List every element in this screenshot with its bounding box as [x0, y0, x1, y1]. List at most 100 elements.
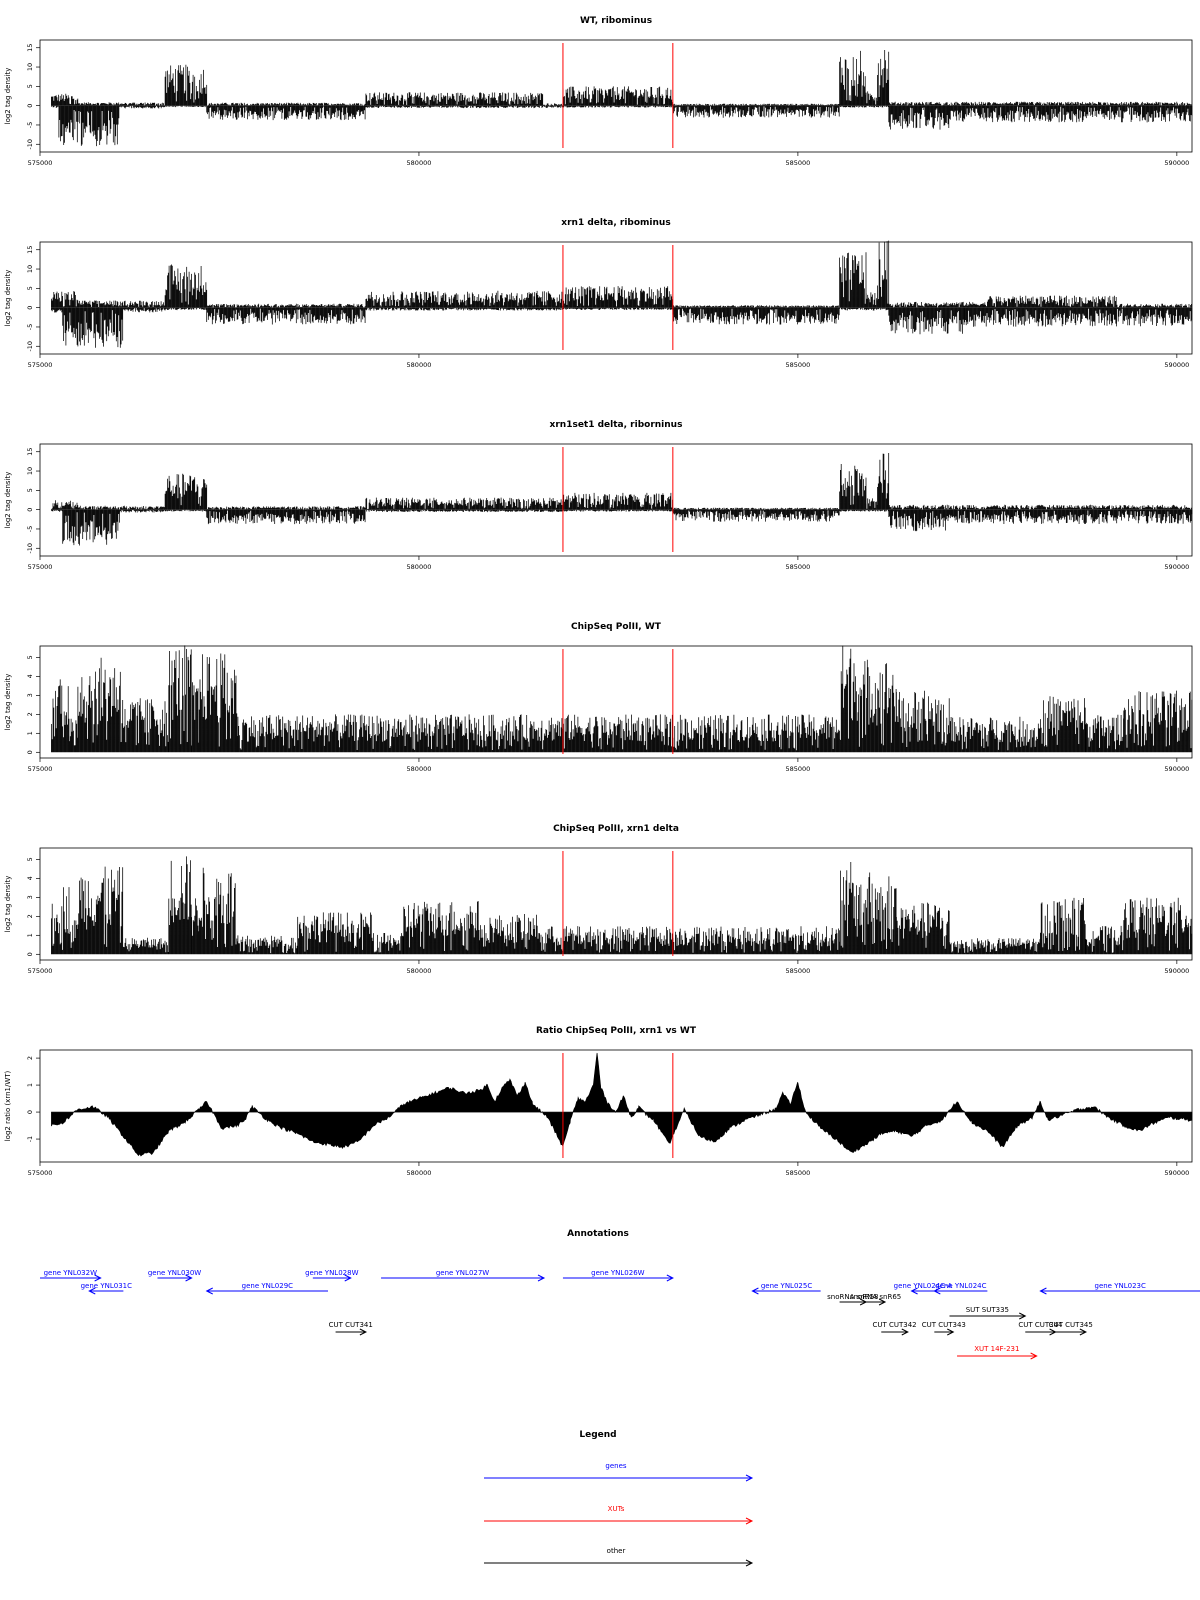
y-tick-label: 5 [26, 84, 34, 88]
y-tick-label: 10 [26, 265, 34, 273]
y-axis-label: log2 tag density [4, 674, 12, 731]
y-axis-label: log2 tag density [4, 876, 12, 933]
feature-label: snoRNA snR58 [827, 1293, 878, 1301]
panel-title: Ratio ChipSeq PolII, xrn1 vs WT [536, 1026, 697, 1036]
feature-arrowhead [1030, 1352, 1038, 1360]
x-tick-label: 580000 [407, 361, 432, 369]
x-tick-label: 575000 [28, 159, 53, 167]
feature-label: gene YNL024C-A [894, 1282, 953, 1290]
legend-item-arrowhead [745, 1474, 754, 1482]
y-axis-label: log2 tag density [4, 68, 12, 125]
feature-arrowhead [901, 1328, 909, 1336]
x-tick-label: 590000 [1164, 765, 1189, 773]
legend-panel: Legend genes XUTs other [484, 1430, 754, 1567]
y-tick-label: 3 [26, 693, 34, 697]
x-tick-label: 575000 [28, 1169, 53, 1177]
y-tick-label: -1 [26, 1136, 34, 1142]
feature-arrowhead [947, 1328, 955, 1336]
annotation-feature: gene YNL024C [933, 1282, 988, 1295]
feature-arrowhead [1039, 1287, 1047, 1295]
y-tick-label: 2 [26, 712, 34, 716]
legend-item: XUTs [484, 1505, 754, 1525]
feature-label: gene YNL028W [305, 1269, 358, 1277]
y-tick-label: 1 [26, 1083, 34, 1087]
feature-label: XUT 14F-231 [974, 1345, 1019, 1353]
feature-arrowhead [94, 1274, 102, 1282]
feature-label: gene YNL026W [591, 1269, 644, 1277]
x-tick-label: 590000 [1164, 967, 1189, 975]
signal-minus-strand [51, 307, 1193, 348]
y-tick-label: 15 [26, 246, 34, 254]
signal-plus-strand [51, 856, 1193, 955]
y-tick-label: 2 [26, 1056, 34, 1060]
x-tick-label: 590000 [1164, 159, 1189, 167]
track-panel-5: Ratio ChipSeq PolII, xrn1 vs WT log2 rati… [4, 1026, 1193, 1177]
feature-label: CUT CUT345 [1049, 1321, 1093, 1329]
annotation-feature: CUT CUT341 [329, 1321, 373, 1336]
feature-arrowhead [878, 1298, 887, 1306]
x-tick-label: 575000 [28, 967, 53, 975]
x-tick-label: 585000 [785, 765, 810, 773]
x-tick-label: 585000 [785, 1169, 810, 1177]
y-tick-label: 1 [26, 731, 34, 735]
feature-arrowhead [1079, 1328, 1088, 1336]
legend-item-label: other [607, 1547, 626, 1555]
feature-arrowhead [205, 1287, 213, 1295]
y-tick-label: -5 [26, 122, 34, 128]
annotation-feature: snoRNA snR58 [827, 1293, 879, 1306]
annotations-title: Annotations [567, 1229, 629, 1239]
feature-label: snoRNA snR65 [850, 1293, 901, 1301]
annotation-feature: gene YNL024C-A [894, 1282, 953, 1295]
y-tick-label: 5 [26, 286, 34, 290]
legend-item-label: genes [605, 1462, 626, 1470]
y-axis-label: log2 tag density [4, 270, 12, 327]
y-tick-label: -10 [26, 341, 34, 352]
panel-title: xrn1set1 delta, riborninus [550, 420, 683, 430]
plot-frame [39, 847, 1193, 961]
feature-label: gene YNL025C [761, 1282, 812, 1290]
feature-label: gene YNL023C [1095, 1282, 1146, 1290]
annotation-feature: CUT CUT343 [922, 1321, 966, 1336]
y-tick-label: 5 [26, 655, 34, 659]
legend-item-arrowhead [745, 1559, 754, 1567]
feature-label: gene YNL024C [935, 1282, 986, 1290]
legend-item-arrowhead [745, 1517, 754, 1525]
annotation-feature: gene YNL031C [81, 1282, 132, 1295]
feature-label: CUT CUT344 [1018, 1321, 1063, 1329]
annotation-feature: XUT 14F-231 [957, 1345, 1038, 1360]
feature-arrowhead [910, 1287, 918, 1295]
y-tick-label: 0 [26, 1110, 34, 1114]
y-axis-label: log2 tag density [4, 472, 12, 529]
feature-arrowhead [537, 1274, 546, 1282]
plot-frame [39, 443, 1193, 557]
x-tick-label: 580000 [407, 967, 432, 975]
legend-items: genes XUTs other [484, 1462, 754, 1567]
y-tick-label: -10 [26, 139, 34, 150]
x-tick-label: 585000 [785, 563, 810, 571]
feature-arrowhead [933, 1287, 941, 1295]
x-tick-label: 580000 [407, 1169, 432, 1177]
feature-label: CUT CUT343 [922, 1321, 966, 1329]
annotation-features: gene YNL032W gene YNL031C gene YNL030W gene… [40, 1269, 1200, 1360]
y-tick-label: 5 [26, 857, 34, 861]
track-panel-0: WT, ribominus log2 tag density -10 -5 0 5 10 15… [4, 16, 1193, 167]
y-tick-label: 0 [26, 750, 34, 754]
annotation-feature: gene YNL028W [305, 1269, 359, 1282]
y-tick-label: 4 [26, 674, 34, 678]
panel-title: WT, ribominus [580, 16, 652, 26]
annotation-feature: CUT CUT345 [1049, 1321, 1093, 1336]
signal-minus-strand [51, 105, 1193, 147]
x-tick-label: 580000 [407, 765, 432, 773]
y-tick-label: 2 [26, 914, 34, 918]
annotation-feature: SUT SUT335 [949, 1306, 1027, 1320]
x-tick-label: 575000 [28, 765, 53, 773]
x-tick-label: 575000 [28, 563, 53, 571]
y-tick-label: -5 [26, 324, 34, 330]
feature-arrowhead [185, 1274, 193, 1282]
y-tick-label: 10 [26, 63, 34, 71]
y-tick-label: 15 [26, 448, 34, 456]
ratio-area [51, 1052, 1193, 1157]
annotation-feature: gene YNL026W [562, 1269, 674, 1282]
